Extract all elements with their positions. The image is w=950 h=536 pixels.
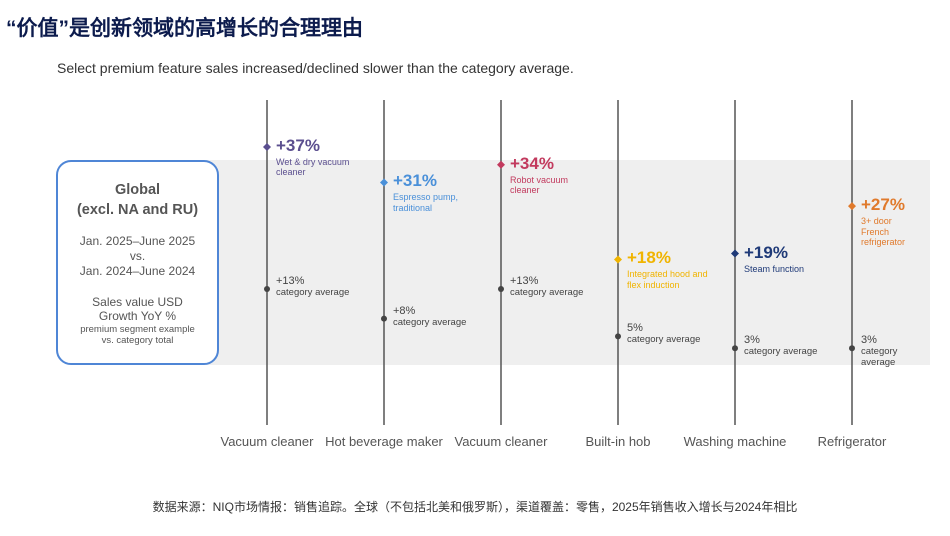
average-dot: [381, 315, 387, 322]
box-measure: Growth YoY %: [98, 309, 177, 323]
category-label: Hot beverage maker: [325, 434, 443, 449]
category-label: Built-in hob: [585, 434, 651, 449]
premium-label: +31%: [393, 171, 437, 191]
info-box: [56, 160, 219, 365]
premium-description: Integrated hood and flex induction: [627, 269, 708, 290]
box-period: Jan. 2025–June 2025: [79, 234, 196, 248]
category-label: Vacuum cleaner: [454, 434, 548, 449]
average-label: 3%: [861, 334, 877, 347]
premium-marker: [263, 142, 271, 151]
average-dot: [732, 345, 738, 352]
box-heading: (excl. NA and RU): [76, 202, 199, 218]
category-label: Refrigerator: [817, 434, 887, 449]
average-name: category average: [627, 334, 701, 346]
average-label: +8%: [393, 304, 416, 317]
premium-description: Robot vacuum cleaner: [510, 174, 569, 196]
premium-marker: [614, 255, 622, 264]
box-measure: Sales value USD: [92, 295, 183, 309]
premium-marker: [380, 178, 388, 187]
box-note: vs. category total: [101, 335, 174, 346]
premium-marker: [497, 160, 505, 169]
average-dot: [264, 286, 270, 293]
average-dot: [849, 345, 855, 352]
premium-marker: [848, 202, 856, 211]
premium-label: +37%: [276, 135, 320, 155]
source: 数据来源：NIQ市场情报：销售追踪。全球（不包括北美和俄罗斯），渠道覆盖：零售，…: [152, 500, 798, 514]
average-name: category average: [510, 287, 584, 299]
premium-label: +19%: [744, 242, 788, 262]
average-label: 3%: [744, 334, 760, 347]
average-name: category average: [393, 316, 467, 328]
average-label: +13%: [510, 275, 539, 288]
average-label: +13%: [276, 275, 305, 288]
premium-description: Wet & dry vacuum cleaner: [276, 156, 350, 178]
average-dot: [615, 333, 621, 340]
premium-description: Espresso pump, traditional: [393, 192, 459, 213]
average-label: 5%: [627, 322, 643, 335]
box-period: Jan. 2024–June 2024: [79, 264, 196, 278]
box-period: vs.: [129, 249, 146, 263]
subtitle: Select premium feature sales increased/d…: [57, 60, 574, 76]
category-label: Vacuum cleaner: [220, 434, 314, 449]
average-name: category average: [861, 346, 898, 369]
premium-label: +34%: [510, 153, 554, 173]
title: “价值”是创新领域的高增长的合理理由: [6, 17, 363, 40]
average-dot: [498, 286, 504, 293]
premium-marker: [731, 249, 739, 258]
premium-label: +18%: [627, 248, 671, 268]
band: [140, 160, 930, 365]
category-label: Washing machine: [683, 434, 787, 449]
box-heading: Global: [114, 182, 161, 198]
average-name: category average: [744, 346, 818, 358]
premium-description: Steam function: [744, 263, 805, 274]
premium-description: 3+ door French refrigerator: [861, 216, 906, 247]
box-note: premium segment example: [80, 324, 195, 335]
average-name: category average: [276, 287, 350, 299]
premium-label: +27%: [861, 195, 905, 215]
